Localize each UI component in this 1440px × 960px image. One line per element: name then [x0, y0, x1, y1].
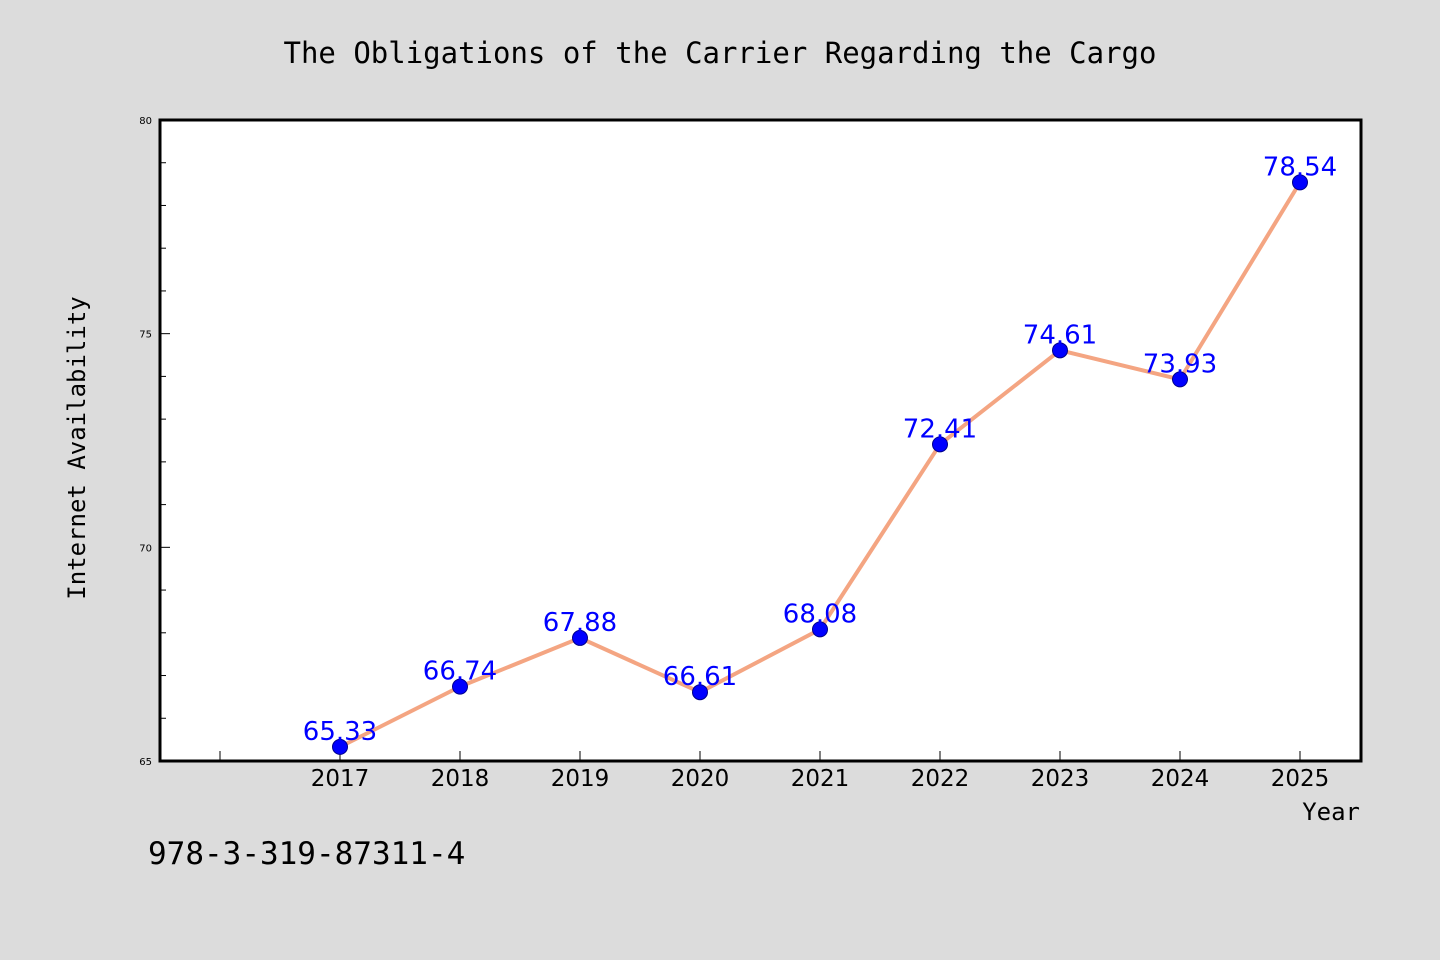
- x-tick-label: 2018: [431, 766, 490, 792]
- chart-title: The Obligations of the Carrier Regarding…: [284, 36, 1157, 70]
- x-tick-label: 2019: [551, 766, 610, 792]
- x-axis: 2017 2018 2019 2020 2021 2022 2023 2024 2025: [219, 751, 1330, 792]
- x-tick-label: 2024: [1151, 766, 1210, 792]
- plot-area: [160, 120, 1361, 761]
- x-tick-label: 2017: [311, 766, 370, 792]
- data-point: [332, 738, 348, 755]
- x-tick-label: 2023: [1031, 766, 1090, 792]
- x-tick-label: 2022: [911, 766, 970, 792]
- y-tick-label: 65: [139, 757, 152, 768]
- data-point: [1292, 174, 1308, 191]
- y-tick-label: 75: [139, 330, 152, 341]
- data-point: [812, 621, 828, 638]
- data-label: 66.74: [423, 657, 497, 687]
- x-tick-label: 2025: [1271, 766, 1330, 792]
- y-tick-label: 70: [139, 543, 152, 554]
- series-layer: [332, 174, 1308, 755]
- data-label: 78.54: [1263, 152, 1337, 182]
- plot-frame: [158, 118, 1363, 763]
- data-label: 73.93: [1143, 349, 1217, 379]
- y-tick-label: 80: [139, 116, 152, 127]
- data-label-layer: 65.33 66.74 67.88 66.61 68.08 72.41 74.61 73.93…: [303, 152, 1337, 747]
- data-label: 72.41: [903, 414, 977, 444]
- x-tick-label: 2020: [671, 766, 730, 792]
- data-label: 68.08: [783, 599, 857, 629]
- y-axis-label: Internet Availability: [63, 296, 91, 599]
- data-point: [452, 678, 468, 695]
- data-point: [1172, 371, 1188, 388]
- data-point: [692, 684, 708, 701]
- data-label: 66.61: [663, 662, 737, 692]
- x-axis-label: Year: [1302, 798, 1360, 826]
- data-label: 65.33: [303, 717, 377, 747]
- data-label: 74.61: [1023, 320, 1097, 350]
- data-point: [932, 436, 948, 453]
- data-point: [1052, 342, 1068, 359]
- isbn-text: 978-3-319-87311-4: [148, 836, 465, 872]
- data-point: [572, 629, 588, 646]
- x-tick-label: 2021: [791, 766, 850, 792]
- data-label: 67.88: [543, 608, 617, 638]
